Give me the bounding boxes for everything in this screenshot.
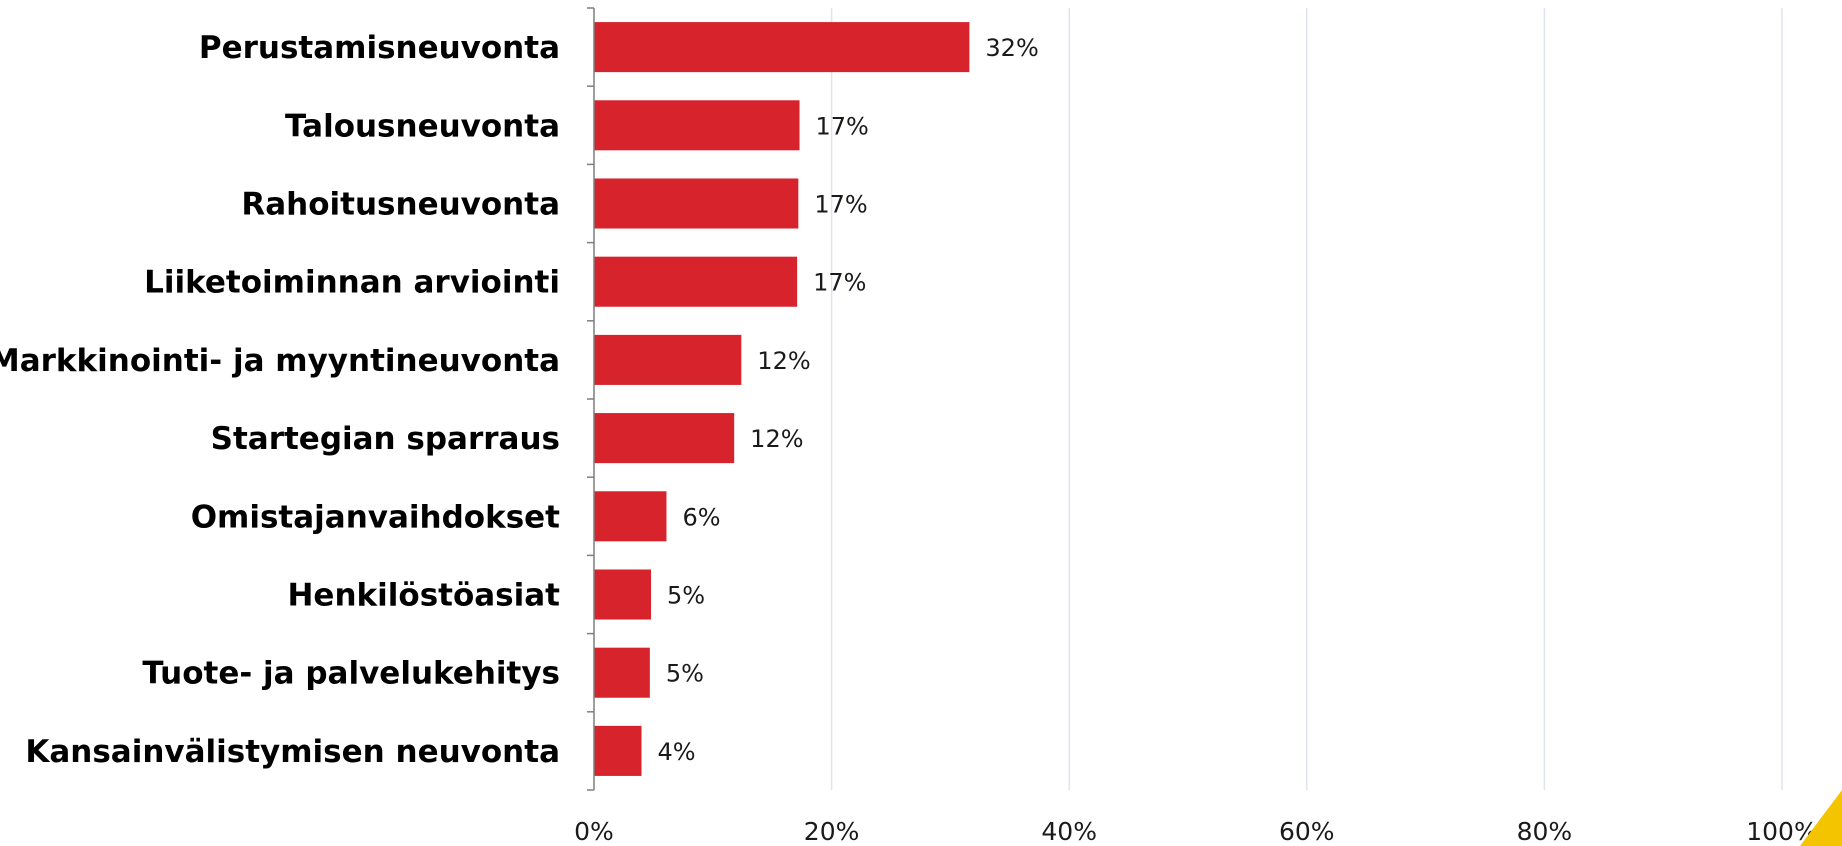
data-label: 17% xyxy=(814,191,867,219)
bar xyxy=(594,725,642,776)
gridlines xyxy=(830,8,1783,790)
data-label: 32% xyxy=(985,34,1038,62)
x-axis-tick-labels: 0% 20% 40% 60% 80% 100% xyxy=(574,817,1818,846)
x-tick-label: 20% xyxy=(804,817,860,846)
data-label: 17% xyxy=(813,269,866,297)
data-label: 6% xyxy=(682,503,720,531)
x-tick-label: 40% xyxy=(1041,817,1097,846)
bar xyxy=(594,334,742,385)
category-label: Startegian sparraus xyxy=(211,421,560,457)
bar xyxy=(594,22,970,73)
category-label: Talousneuvonta xyxy=(285,108,560,144)
bar xyxy=(594,647,650,698)
bar xyxy=(594,569,652,620)
x-tick-label: 0% xyxy=(574,817,614,846)
data-label: 17% xyxy=(816,112,869,140)
bar xyxy=(594,256,798,307)
corner-accent-decoration xyxy=(1800,790,1842,846)
bar xyxy=(594,178,799,229)
category-label: Liiketoiminnan arviointi xyxy=(144,265,560,301)
data-label: 5% xyxy=(666,660,704,688)
x-tick-label: 80% xyxy=(1517,817,1573,846)
value-labels: 32% 17% 17% 17% 12% 12% 6% 5% 5% 4% xyxy=(658,34,1039,766)
bars xyxy=(594,22,970,776)
bar xyxy=(594,491,667,542)
category-label: Tuote- ja palvelukehitys xyxy=(142,656,560,692)
category-label: Perustamisneuvonta xyxy=(199,30,560,66)
x-tick-label: 60% xyxy=(1279,817,1335,846)
category-labels: Perustamisneuvonta Talousneuvonta Rahoitus… xyxy=(0,30,560,770)
data-label: 4% xyxy=(658,738,696,766)
category-label: Rahoitusneuvonta xyxy=(241,187,560,223)
bar xyxy=(594,413,735,464)
category-label: Omistajanvaihdokset xyxy=(191,499,560,535)
category-label: Henkilöstöasiat xyxy=(287,578,560,614)
data-label: 5% xyxy=(667,582,705,610)
category-axis xyxy=(587,7,595,791)
bar xyxy=(594,100,800,151)
data-label: 12% xyxy=(750,425,803,453)
category-label: Markkinointi- ja myyntineuvonta xyxy=(0,343,560,379)
data-label: 12% xyxy=(757,347,810,375)
category-label: Kansainvälistymisen neuvonta xyxy=(25,734,560,770)
